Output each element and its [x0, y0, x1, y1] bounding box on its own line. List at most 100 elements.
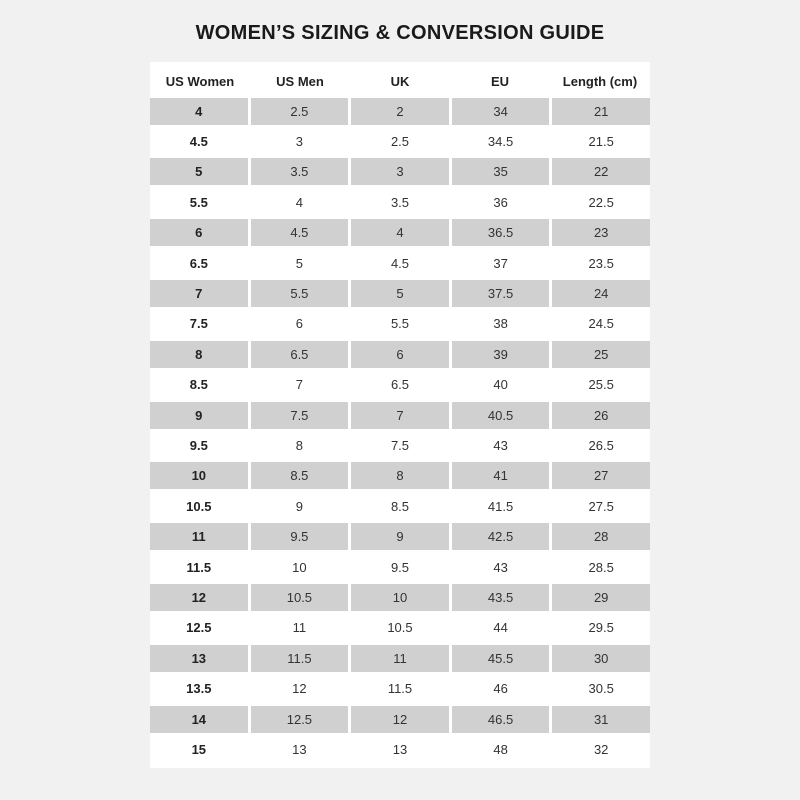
cell-length: 22 [552, 158, 650, 186]
cell-eu: 43 [493, 559, 508, 575]
cell-us-men: 7 [295, 377, 303, 393]
cell-us-men: 13 [292, 741, 307, 757]
page-title: WOMEN’S SIZING & CONVERSION GUIDE [195, 22, 605, 44]
cell-uk: 6 [351, 340, 449, 368]
cell-eu: 40.5 [451, 401, 550, 429]
cell-eu: 37.5 [451, 280, 550, 308]
cell-length: 30.5 [588, 681, 614, 697]
cell-us-men: 7.5 [250, 401, 349, 429]
cell-uk: 9 [351, 523, 449, 551]
cell-us-women: 11 [150, 523, 248, 551]
header-length: Length (cm) [562, 74, 638, 89]
cell-length: 26 [552, 401, 650, 429]
cell-uk: 4.5 [390, 255, 410, 271]
cell-uk: 10.5 [387, 620, 413, 636]
cell-us-men: 4.5 [250, 219, 349, 247]
table-row: 10.5 9 8.5 41.5 27.5 [150, 491, 650, 521]
cell-us-men: 10 [292, 559, 307, 575]
cell-us-women: 5.5 [189, 194, 208, 210]
cell-us-men: 3 [295, 134, 303, 150]
cell-length: 24.5 [588, 316, 614, 332]
cell-us-women: 10.5 [186, 498, 212, 514]
cell-eu: 38 [493, 316, 508, 332]
cell-length: 29.5 [588, 620, 614, 636]
header-uk: UK [390, 74, 410, 89]
cell-us-men: 10.5 [250, 583, 349, 611]
cell-uk: 11 [351, 644, 449, 672]
cell-uk: 8 [351, 462, 449, 490]
cell-us-men: 11.5 [250, 644, 349, 672]
cell-us-men: 9 [295, 498, 303, 514]
cell-us-women: 13.5 [186, 681, 212, 697]
header-eu: EU [490, 74, 510, 89]
cell-us-women: 8 [150, 340, 248, 368]
cell-eu: 35 [451, 158, 550, 186]
cell-us-women: 6.5 [189, 255, 208, 271]
cell-length: 23 [552, 219, 650, 247]
cell-uk: 5.5 [390, 316, 410, 332]
cell-eu: 41 [451, 462, 550, 490]
cell-length: 24 [552, 280, 650, 308]
cell-us-women: 12.5 [186, 620, 212, 636]
cell-us-women: 15 [191, 741, 207, 757]
table-row: 6.5 5 4.5 37 23.5 [150, 248, 650, 278]
cell-us-men: 12 [292, 681, 307, 697]
cell-eu: 43 [493, 437, 508, 453]
cell-us-men: 6.5 [250, 340, 349, 368]
cell-length: 31 [552, 705, 650, 733]
cell-eu: 48 [493, 741, 508, 757]
cell-uk: 3.5 [390, 194, 410, 210]
cell-us-women: 9 [150, 401, 248, 429]
cell-us-women: 5 [150, 158, 248, 186]
cell-uk: 4 [351, 219, 449, 247]
cell-eu: 44 [493, 620, 508, 636]
cell-us-men: 5.5 [250, 280, 349, 308]
table-row: 4 2.5 2 34 21 [150, 96, 650, 126]
cell-uk: 3 [351, 158, 449, 186]
cell-us-men: 8 [295, 437, 303, 453]
cell-length: 25.5 [588, 377, 614, 393]
cell-us-women: 8.5 [189, 377, 208, 393]
cell-uk: 12 [351, 705, 449, 733]
table-row: 9.5 8 7.5 43 26.5 [150, 430, 650, 460]
table-row: 5 3.5 3 35 22 [150, 157, 650, 187]
cell-eu: 41.5 [487, 498, 514, 514]
cell-us-women: 13 [150, 644, 248, 672]
cell-us-women: 7 [150, 280, 248, 308]
table-row: 11 9.5 9 42.5 28 [150, 521, 650, 551]
cell-uk: 8.5 [390, 498, 410, 514]
cell-us-women: 12 [150, 583, 248, 611]
table-row: 10 8.5 8 41 27 [150, 461, 650, 491]
cell-us-men: 6 [295, 316, 303, 332]
cell-us-women: 6 [150, 219, 248, 247]
cell-eu: 36 [493, 194, 508, 210]
cell-uk: 7 [351, 401, 449, 429]
cell-length: 27.5 [588, 498, 614, 514]
cell-us-men: 3.5 [250, 158, 349, 186]
table-row: 12 10.5 10 43.5 29 [150, 582, 650, 612]
cell-uk: 7.5 [390, 437, 410, 453]
cell-eu: 36.5 [451, 219, 550, 247]
table-row: 4.5 3 2.5 34.5 21.5 [150, 126, 650, 156]
size-table-body: 4 2.5 2 34 21 4.5 3 2.5 34.5 21.5 5 3.5 3 35 22 5.5 4 3.5… [150, 96, 650, 765]
table-row: 8 6.5 6 39 25 [150, 339, 650, 369]
cell-us-men: 11 [292, 620, 307, 636]
table-row: 15 13 13 48 32 [150, 734, 650, 764]
cell-eu: 42.5 [451, 523, 550, 551]
table-row: 14 12.5 12 46.5 31 [150, 704, 650, 734]
table-header: US Women US Men UK EU Length (cm) [150, 68, 650, 96]
cell-uk: 13 [392, 741, 408, 757]
cell-eu: 46.5 [451, 705, 550, 733]
cell-us-women: 7.5 [189, 316, 208, 332]
cell-us-men: 9.5 [250, 523, 349, 551]
table-row: 8.5 7 6.5 40 25.5 [150, 370, 650, 400]
cell-length: 23.5 [588, 255, 614, 271]
table-row: 9 7.5 7 40.5 26 [150, 400, 650, 430]
cell-us-women: 4 [150, 97, 248, 125]
cell-uk: 5 [351, 280, 449, 308]
cell-uk: 6.5 [390, 377, 410, 393]
cell-us-women: 9.5 [189, 437, 208, 453]
cell-length: 27 [552, 462, 650, 490]
cell-length: 26.5 [588, 437, 614, 453]
cell-eu: 34 [451, 97, 550, 125]
